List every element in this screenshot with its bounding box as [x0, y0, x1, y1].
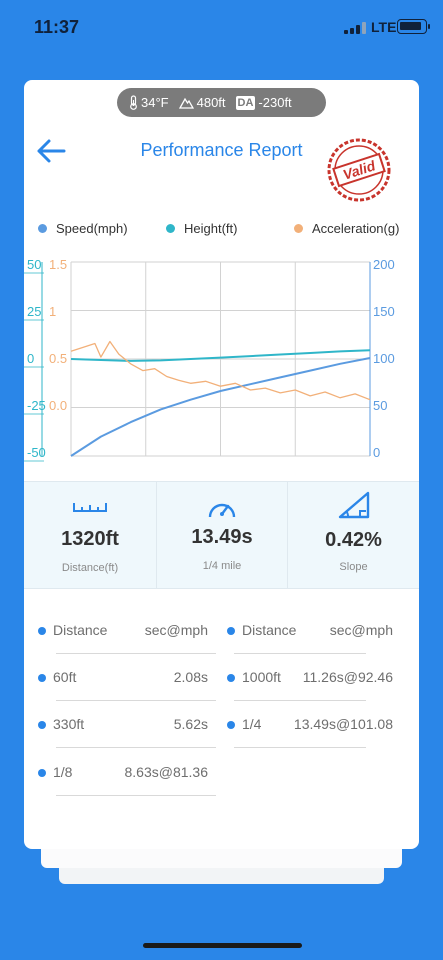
result-row: 60ft 2.08s	[38, 669, 208, 689]
stat-label: Slope	[339, 561, 368, 573]
stat-value: 13.49s	[191, 526, 253, 548]
performance-chart: 50 25 0 -25 -50 1.5 1 0.5 0.0 200 150 100 50 0	[24, 250, 419, 466]
card-stack-shadow	[41, 846, 402, 868]
bullet	[227, 721, 235, 729]
y-tick-left2: 1.5	[49, 257, 67, 272]
stat-value: 1320ft	[61, 528, 119, 550]
y-tick-left2: 1	[49, 304, 56, 319]
altitude-value: 480ft	[196, 95, 226, 110]
header-time: sec@mph	[144, 622, 208, 638]
divider	[234, 700, 366, 701]
stat-label: Distance(ft)	[61, 562, 119, 574]
y-tick-left: 25	[27, 304, 41, 319]
legend-dot	[38, 224, 47, 233]
density-altitude-badge: DA	[235, 95, 256, 110]
ruler-icon	[24, 502, 156, 512]
divider	[56, 747, 216, 748]
divider	[56, 700, 216, 701]
header-distance: Distance	[53, 622, 108, 638]
y-tick-left: -50	[27, 445, 46, 460]
y-tick-left: -25	[27, 398, 46, 413]
legend-height: Height(ft)	[166, 221, 237, 236]
temperature-value: 34°F	[141, 95, 169, 110]
result-row: 1/8 8.63s@81.36	[38, 764, 208, 784]
results-header: Distance sec@mph	[38, 622, 208, 642]
signal-icon	[344, 22, 366, 34]
density-altitude: DA -230ft	[235, 95, 292, 110]
bullet	[38, 674, 46, 682]
stats-panel: 1320ft Distance(ft) 13.49s 1/4 mile 0.42…	[24, 481, 419, 589]
legend-dot	[166, 224, 175, 233]
back-arrow-icon[interactable]	[36, 138, 66, 164]
y-tick-left: 50	[27, 257, 41, 272]
series-line	[70, 357, 371, 457]
battery-icon	[397, 19, 430, 34]
legend-label: Acceleration(g)	[312, 221, 400, 236]
stat-value: 0.42%	[325, 529, 382, 551]
stat-slope: 0.42% Slope	[288, 482, 419, 588]
legend-dot	[294, 224, 303, 233]
y-tick-left2: 0.0	[49, 398, 67, 413]
result-distance: 1000ft	[242, 669, 281, 685]
y-tick-right: 200	[373, 257, 395, 272]
legend-label: Speed(mph)	[56, 221, 128, 236]
series-line	[70, 340, 371, 401]
result-time: 5.62s	[173, 716, 208, 732]
result-distance: 60ft	[53, 669, 77, 685]
legend-acceleration: Acceleration(g)	[294, 221, 399, 236]
speedometer-icon	[157, 498, 287, 520]
bullet	[38, 721, 46, 729]
legend-label: Height(ft)	[184, 221, 238, 236]
conditions-pill: 34°F 480ft DA -230ft	[117, 88, 326, 117]
y-tick-right: 100	[373, 351, 395, 366]
y-tick-left2: 0.5	[49, 351, 67, 366]
home-indicator[interactable]	[143, 943, 302, 948]
result-time: 13.49s@101.08	[293, 716, 393, 732]
stat-time: 13.49s 1/4 mile	[157, 482, 288, 588]
results-header: Distance sec@mph	[227, 622, 393, 642]
bullet	[38, 627, 46, 635]
page-title: Performance Report	[140, 140, 303, 160]
header-distance: Distance	[242, 622, 297, 638]
divider	[56, 795, 216, 796]
result-time: 11.26s@92.46	[302, 669, 393, 685]
y-tick-right: 150	[373, 304, 395, 319]
bullet	[227, 674, 235, 682]
thermometer-icon	[129, 95, 138, 110]
header-time: sec@mph	[329, 622, 393, 638]
series-line	[70, 349, 371, 362]
y-tick-left: 0	[27, 351, 34, 366]
result-time: 2.08s	[173, 669, 208, 685]
stat-distance: 1320ft Distance(ft)	[24, 482, 157, 588]
result-distance: 330ft	[53, 716, 85, 732]
bullet	[227, 627, 235, 635]
clock: 11:37	[34, 17, 80, 37]
altitude: 480ft	[178, 95, 226, 110]
legend-speed: Speed(mph)	[38, 221, 128, 236]
report-card	[24, 80, 419, 849]
bullet	[38, 769, 46, 777]
status-bar: 11:37 LTE	[0, 0, 443, 56]
result-time: 8.63s@81.36	[124, 764, 209, 780]
result-distance: 1/8	[53, 764, 73, 780]
valid-stamp: Valid	[323, 137, 395, 203]
result-row: 1/4 13.49s@101.08	[227, 716, 393, 736]
divider	[56, 653, 216, 654]
density-altitude-value: -230ft	[258, 95, 292, 110]
y-tick-right: 0	[373, 445, 380, 460]
divider	[234, 653, 366, 654]
temperature: 34°F	[129, 95, 169, 110]
divider	[234, 747, 366, 748]
result-row: 330ft 5.62s	[38, 716, 208, 736]
network-type: LTE	[371, 19, 397, 35]
chart-svg: 50 25 0 -25 -50 1.5 1 0.5 0.0 200 150 100 50 0	[24, 257, 395, 462]
stat-label: 1/4 mile	[202, 560, 242, 572]
slope-icon	[288, 491, 419, 519]
result-distance: 1/4	[242, 716, 262, 732]
y-tick-right: 50	[373, 398, 387, 413]
mountain-icon	[178, 97, 194, 109]
result-row: 1000ft 11.26s@92.46	[227, 669, 393, 689]
